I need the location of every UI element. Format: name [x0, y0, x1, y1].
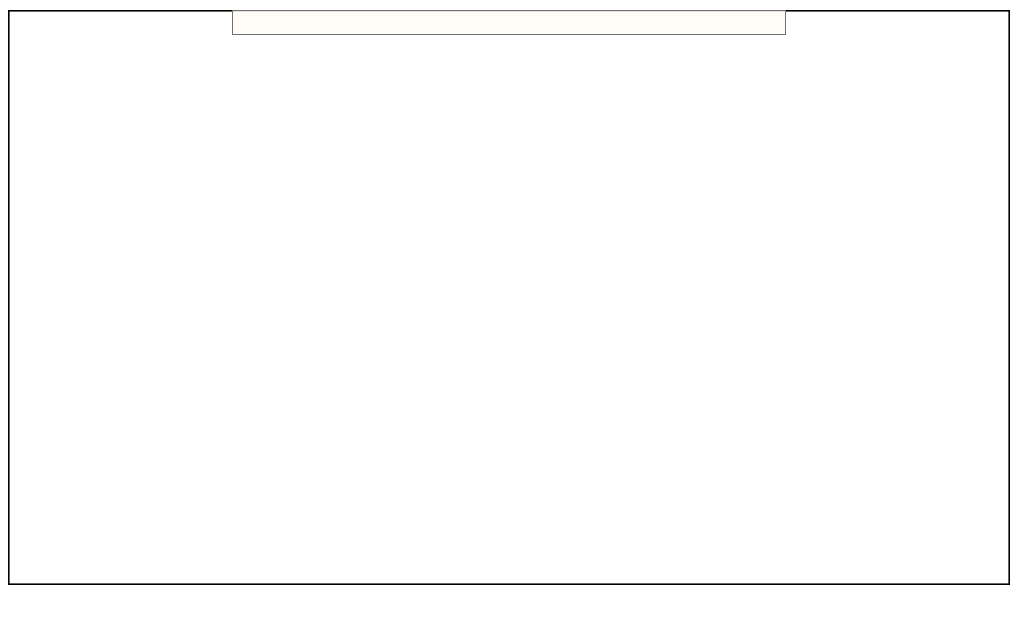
- weather-map-canvas: [8, 10, 1010, 585]
- colorbar: [0, 585, 1018, 633]
- map-title: [232, 10, 786, 35]
- map-frame: [8, 10, 1010, 585]
